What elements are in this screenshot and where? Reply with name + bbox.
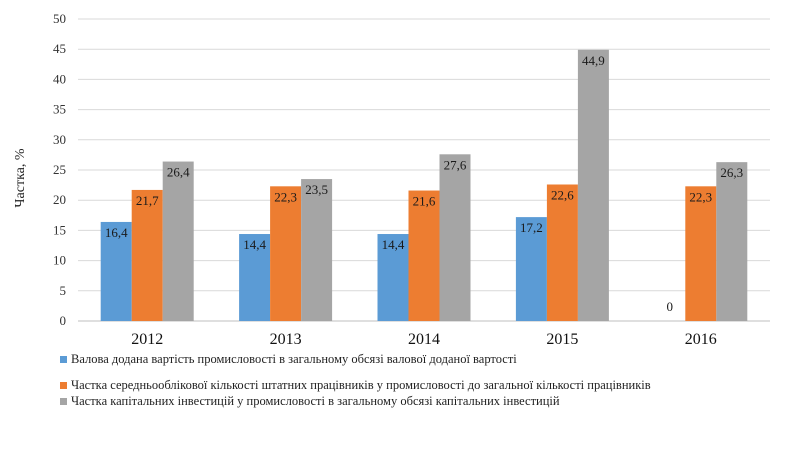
legend-label-gva: Валова додана вартість промисловості в з… xyxy=(71,352,517,366)
y-tick-label: 5 xyxy=(60,283,67,298)
x-tick-label: 2014 xyxy=(408,331,440,348)
bars xyxy=(100,49,748,321)
bar-series-1-2013 xyxy=(270,186,302,321)
y-tick-label: 15 xyxy=(53,222,66,237)
data-label: 44,9 xyxy=(582,53,605,68)
x-tick-label: 2013 xyxy=(270,331,302,348)
legend-item-investments: Частка капітальних інвестицій у промисло… xyxy=(60,394,780,408)
bar-series-1-2016 xyxy=(685,186,717,321)
y-tick-label: 20 xyxy=(53,192,66,207)
y-tick-label: 35 xyxy=(53,102,66,117)
legend-item-gva: Валова додана вартість промисловості в з… xyxy=(60,352,780,366)
data-labels: 16,4 21,7 26,4 14,4 22,3 23,5 14,4 21,6 27,6 17,2… xyxy=(105,53,743,314)
data-label: 22,3 xyxy=(689,189,712,204)
data-label: 26,4 xyxy=(167,165,190,180)
x-tick-label: 2012 xyxy=(131,331,163,348)
x-axis-ticks: 2012 2013 2014 2015 2016 xyxy=(131,331,717,348)
bar-series-2-2013 xyxy=(301,179,333,321)
bar-series-2-2016 xyxy=(716,162,748,321)
y-tick-label: 40 xyxy=(53,71,66,86)
data-label: 26,3 xyxy=(720,165,743,180)
bar-series-0-2014 xyxy=(377,234,409,321)
bar-series-0-2015 xyxy=(515,217,547,321)
x-tick-label: 2016 xyxy=(685,331,717,348)
x-tick-label: 2015 xyxy=(546,331,578,348)
data-label: 17,2 xyxy=(520,220,543,235)
legend-label-investments: Частка капітальних інвестицій у промисло… xyxy=(71,394,560,408)
data-label: 16,4 xyxy=(105,225,128,240)
bar-series-0-2012 xyxy=(100,221,132,321)
y-tick-label: 30 xyxy=(53,132,66,147)
data-label: 22,3 xyxy=(274,189,297,204)
bar-series-2-2012 xyxy=(162,161,194,321)
y-tick-label: 45 xyxy=(53,41,66,56)
data-label: 14,4 xyxy=(243,237,266,252)
bar-series-1-2012 xyxy=(131,189,163,321)
y-axis-ticks: 0 5 10 15 20 25 30 35 40 45 50 xyxy=(53,11,66,328)
legend-label-employees: Частка середньооблікової кількості штатн… xyxy=(71,378,651,392)
legend-item-employees: Частка середньооблікової кількості штатн… xyxy=(60,378,780,392)
data-label: 21,7 xyxy=(136,193,159,208)
bar-series-1-2015 xyxy=(546,184,578,321)
data-label: 21,6 xyxy=(413,194,436,209)
bar-series-2-2015 xyxy=(577,49,609,321)
y-axis-label: Частка, % xyxy=(13,148,28,207)
bar-series-1-2014 xyxy=(408,190,440,321)
y-tick-label: 10 xyxy=(53,253,66,268)
legend-swatch-investments xyxy=(60,398,67,405)
y-tick-label: 50 xyxy=(53,11,66,26)
chart: 0 5 10 15 20 25 30 35 40 45 50 16,4 21,7 26,4 14,4 22,… xyxy=(13,11,770,348)
data-label: 23,5 xyxy=(305,182,328,197)
data-label: 22,6 xyxy=(551,187,574,202)
data-label: 27,6 xyxy=(444,157,467,172)
bar-series-0-2013 xyxy=(239,234,271,321)
data-label: 14,4 xyxy=(382,237,405,252)
legend: Валова додана вартість промисловості в з… xyxy=(60,352,780,420)
bar-series-2-2014 xyxy=(439,154,471,321)
legend-swatch-employees xyxy=(60,382,67,389)
y-tick-label: 0 xyxy=(60,313,67,328)
legend-swatch-gva xyxy=(60,356,67,363)
y-tick-label: 25 xyxy=(53,162,66,177)
data-label: 0 xyxy=(667,299,674,314)
